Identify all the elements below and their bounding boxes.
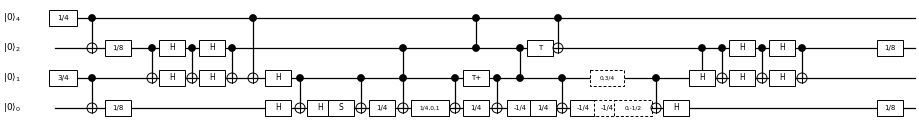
Bar bbox=[265, 100, 290, 116]
Bar bbox=[159, 70, 185, 86]
Text: -1/4: -1/4 bbox=[600, 105, 613, 111]
Text: 0,-1/2: 0,-1/2 bbox=[624, 105, 641, 111]
Bar bbox=[768, 70, 794, 86]
Bar bbox=[328, 100, 354, 116]
Text: 0,3/4: 0,3/4 bbox=[599, 75, 614, 81]
Text: $|0\rangle_0$: $|0\rangle_0$ bbox=[3, 101, 21, 114]
Bar bbox=[876, 40, 902, 56]
Circle shape bbox=[249, 14, 256, 21]
Bar bbox=[506, 100, 532, 116]
Bar bbox=[49, 10, 77, 26]
Bar bbox=[159, 40, 185, 56]
Circle shape bbox=[493, 75, 500, 81]
Text: T: T bbox=[538, 45, 541, 51]
Bar bbox=[728, 40, 754, 56]
Text: H: H bbox=[738, 74, 744, 83]
Circle shape bbox=[399, 75, 406, 81]
Bar bbox=[529, 100, 555, 116]
Bar bbox=[462, 100, 489, 116]
Circle shape bbox=[652, 75, 659, 81]
Bar bbox=[307, 100, 333, 116]
Text: 1/4: 1/4 bbox=[470, 105, 482, 111]
Bar bbox=[199, 70, 225, 86]
Bar bbox=[594, 100, 619, 116]
Circle shape bbox=[399, 44, 406, 51]
Text: H: H bbox=[275, 103, 280, 113]
Bar bbox=[589, 70, 623, 86]
Bar bbox=[663, 100, 688, 116]
Text: H: H bbox=[778, 74, 784, 83]
Circle shape bbox=[757, 44, 765, 51]
Circle shape bbox=[357, 75, 364, 81]
Text: 1/4,0,1: 1/4,0,1 bbox=[419, 105, 440, 111]
Bar bbox=[728, 70, 754, 86]
Text: H: H bbox=[209, 44, 215, 53]
Circle shape bbox=[88, 75, 96, 81]
Circle shape bbox=[718, 44, 725, 51]
Bar bbox=[369, 100, 394, 116]
Circle shape bbox=[88, 14, 96, 21]
Circle shape bbox=[451, 75, 458, 81]
Circle shape bbox=[516, 44, 523, 51]
Text: 3/4: 3/4 bbox=[57, 75, 69, 81]
Text: $|0\rangle_1$: $|0\rangle_1$ bbox=[3, 72, 21, 85]
Text: H: H bbox=[673, 103, 678, 113]
Text: 1/4: 1/4 bbox=[376, 105, 387, 111]
Text: H: H bbox=[738, 44, 744, 53]
Circle shape bbox=[798, 44, 805, 51]
Bar bbox=[411, 100, 448, 116]
Circle shape bbox=[554, 14, 561, 21]
Bar bbox=[105, 40, 130, 56]
Bar bbox=[265, 70, 290, 86]
Text: H: H bbox=[778, 44, 784, 53]
Circle shape bbox=[558, 75, 565, 81]
Circle shape bbox=[228, 44, 235, 51]
Bar bbox=[462, 70, 489, 86]
Text: S: S bbox=[338, 103, 343, 113]
Circle shape bbox=[472, 14, 479, 21]
Circle shape bbox=[148, 44, 155, 51]
Bar bbox=[49, 70, 77, 86]
Text: $|0\rangle_4$: $|0\rangle_4$ bbox=[3, 12, 21, 25]
Text: T+: T+ bbox=[471, 75, 481, 81]
Text: 1/8: 1/8 bbox=[112, 45, 123, 51]
Bar bbox=[105, 100, 130, 116]
Text: 1/8: 1/8 bbox=[112, 105, 123, 111]
Bar bbox=[876, 100, 902, 116]
Text: 1/8: 1/8 bbox=[883, 45, 895, 51]
Bar bbox=[570, 100, 596, 116]
Circle shape bbox=[698, 44, 705, 51]
Circle shape bbox=[296, 75, 303, 81]
Text: 1/8: 1/8 bbox=[883, 105, 895, 111]
Text: -1/4: -1/4 bbox=[576, 105, 589, 111]
Bar bbox=[613, 100, 652, 116]
Text: H: H bbox=[209, 74, 215, 83]
Bar bbox=[527, 40, 552, 56]
Text: H: H bbox=[169, 74, 175, 83]
Bar bbox=[768, 40, 794, 56]
Bar bbox=[688, 70, 714, 86]
Text: $|0\rangle_2$: $|0\rangle_2$ bbox=[3, 42, 21, 55]
Text: 1/4: 1/4 bbox=[57, 15, 69, 21]
Circle shape bbox=[188, 44, 196, 51]
Text: H: H bbox=[169, 44, 175, 53]
Bar bbox=[199, 40, 225, 56]
Text: H: H bbox=[275, 74, 280, 83]
Text: H: H bbox=[698, 74, 704, 83]
Text: H: H bbox=[317, 103, 323, 113]
Circle shape bbox=[516, 75, 523, 81]
Text: -1/4: -1/4 bbox=[513, 105, 526, 111]
Circle shape bbox=[472, 44, 479, 51]
Text: 1/4: 1/4 bbox=[537, 105, 548, 111]
